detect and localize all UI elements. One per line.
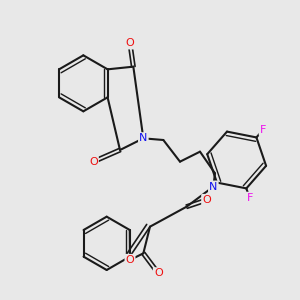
Text: N: N	[209, 182, 218, 192]
Text: O: O	[126, 255, 134, 265]
Text: F: F	[246, 193, 253, 203]
Text: O: O	[202, 195, 211, 205]
Text: F: F	[260, 125, 266, 135]
Text: O: O	[126, 38, 134, 48]
Text: O: O	[89, 157, 98, 167]
Text: O: O	[154, 268, 163, 278]
Text: N: N	[139, 133, 148, 143]
